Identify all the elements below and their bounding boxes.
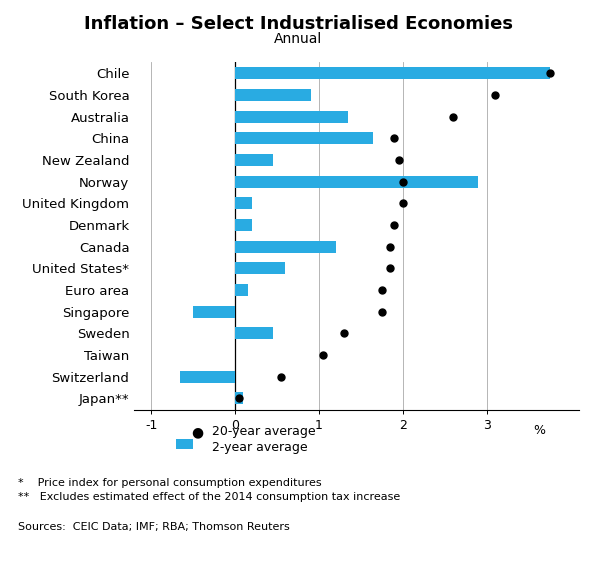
Bar — [235, 67, 550, 79]
Bar — [235, 393, 244, 404]
Text: Sources:  CEIC Data; IMF; RBA; Thomson Reuters: Sources: CEIC Data; IMF; RBA; Thomson Re… — [18, 522, 290, 532]
Bar — [235, 328, 273, 339]
Text: %: % — [533, 424, 545, 437]
Text: ●: ● — [191, 425, 203, 439]
Text: 20-year average: 20-year average — [212, 425, 316, 438]
Bar — [235, 89, 310, 101]
Bar — [235, 154, 273, 166]
Bar — [193, 306, 235, 318]
Bar — [235, 111, 348, 122]
Bar — [235, 132, 374, 144]
Bar — [235, 176, 478, 188]
Bar — [235, 263, 285, 274]
Bar — [235, 197, 252, 209]
Bar — [235, 284, 248, 296]
Bar — [235, 219, 252, 231]
Text: *    Price index for personal consumption expenditures: * Price index for personal consumption e… — [18, 478, 322, 488]
Bar — [180, 371, 235, 383]
Text: **   Excludes estimated effect of the 2014 consumption tax increase: ** Excludes estimated effect of the 2014… — [18, 492, 400, 502]
Text: 2-year average: 2-year average — [212, 441, 307, 454]
Text: Inflation – Select Industrialised Economies: Inflation – Select Industrialised Econom… — [84, 15, 513, 33]
Text: Annual: Annual — [275, 32, 322, 46]
Bar — [235, 241, 336, 253]
